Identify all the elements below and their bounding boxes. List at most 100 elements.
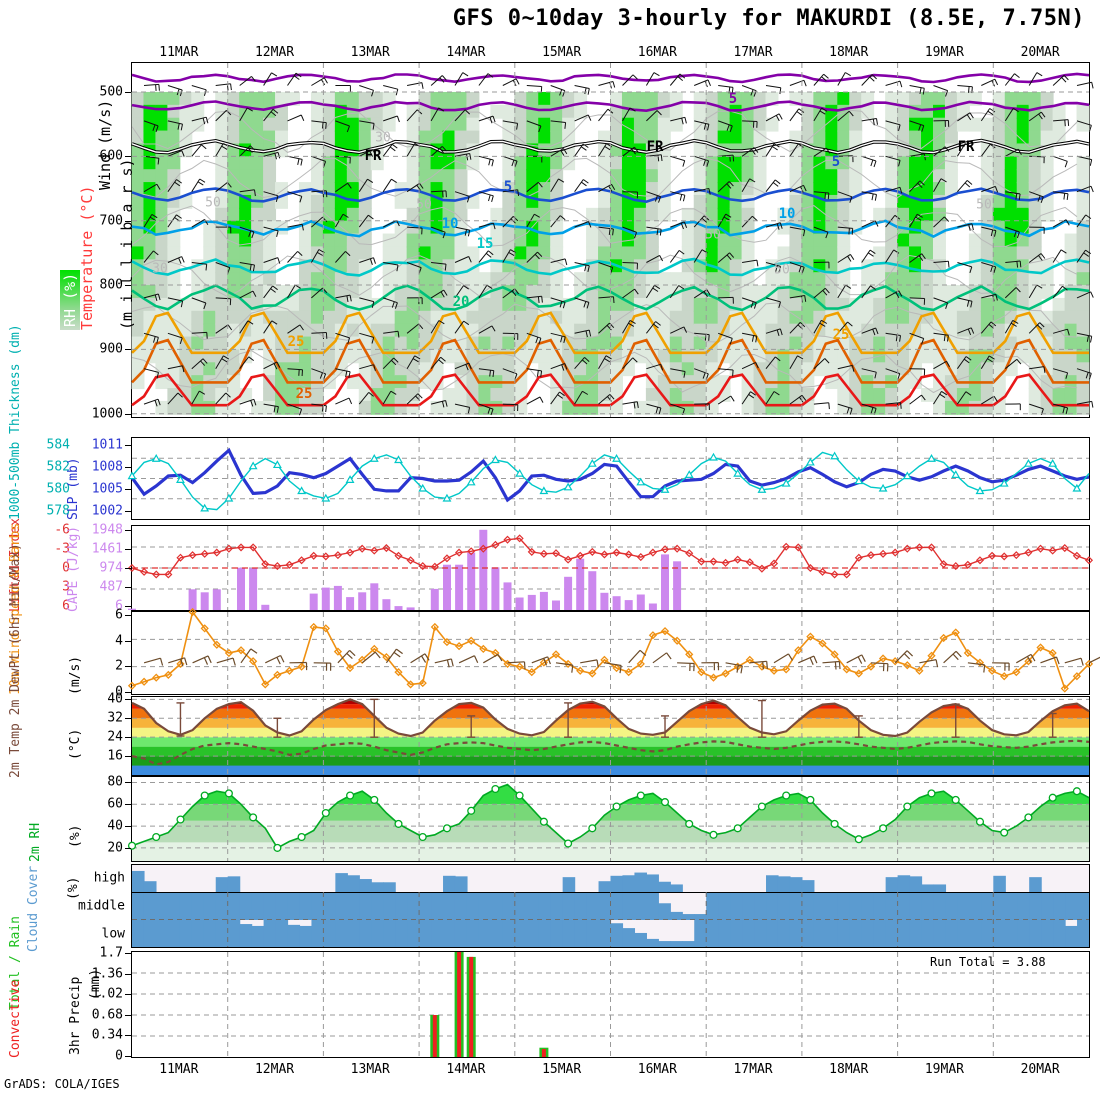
temp2m-tickmark-24 bbox=[125, 737, 131, 739]
axis-label-precip: 3hr Precip bbox=[68, 976, 83, 1055]
slp-thickness-panel bbox=[127, 437, 1090, 520]
li-tick--6: -6 bbox=[54, 522, 70, 538]
wind10m-tickmark-0 bbox=[125, 691, 131, 693]
temp2m-tick-16: 16 bbox=[107, 748, 123, 764]
temp-dewpoint-panel bbox=[131, 696, 1090, 776]
axis-label-wind: Wind (m/s) bbox=[96, 99, 114, 190]
cloud-row-label-middle: middle bbox=[78, 898, 125, 914]
axis-label-temp2m: 2m Temp 2m DewPt (6hr Min/Max) bbox=[8, 543, 23, 778]
cape-tick-1948: 1948 bbox=[91, 522, 123, 538]
contour-label-6: 10 bbox=[441, 216, 459, 232]
date-label-bottom-16MAR: 16MAR bbox=[637, 1062, 677, 1077]
upper-air-panel bbox=[131, 62, 1094, 418]
slp-tick-1008: 1008 bbox=[91, 459, 123, 475]
wind10m-tick-4: 4 bbox=[115, 633, 123, 648]
temp2m-tick-40: 40 bbox=[107, 691, 123, 707]
pressure-tickmark-1000 bbox=[125, 413, 131, 415]
wind10m-tickmark-4 bbox=[125, 640, 131, 642]
slp-tickmark-1011 bbox=[125, 445, 131, 446]
cape-tickmark-974 bbox=[125, 568, 131, 569]
pressure-tick-500: 500 bbox=[99, 84, 123, 100]
cloud-cover-cells bbox=[132, 865, 1089, 947]
pressure-tickmark-900 bbox=[125, 349, 131, 351]
slp-tickmark-1005 bbox=[125, 489, 131, 490]
thickness-tick-582: 582 bbox=[46, 459, 70, 475]
precip-tickmark-1.02 bbox=[125, 994, 131, 996]
temp2m-tick-24: 24 bbox=[107, 729, 123, 745]
axis-label-cloud-units: (%) bbox=[66, 876, 81, 900]
date-label-top-15MAR: 15MAR bbox=[542, 45, 582, 60]
rh-label-1: 50 bbox=[205, 195, 221, 211]
precipitation-panel bbox=[131, 951, 1090, 1058]
axis-label-rh2m: 2m RH bbox=[28, 822, 43, 862]
axis-label-rh: RH (%) bbox=[60, 269, 80, 330]
slp-tickmark-1002 bbox=[125, 511, 131, 512]
rh-label-4: 30 bbox=[152, 261, 168, 277]
axis-label-temperature: Temperature (°C) bbox=[78, 185, 96, 331]
contour-label-12: 25 bbox=[295, 386, 313, 402]
rh2m-tick-80: 80 bbox=[107, 774, 123, 790]
precip-tick-1.7: 1.7 bbox=[99, 945, 123, 961]
thickness-tick-578: 578 bbox=[46, 503, 70, 519]
cape-tickmark-1948 bbox=[125, 530, 131, 531]
rh2m-tickmark-80 bbox=[125, 782, 131, 784]
date-label-top-19MAR: 19MAR bbox=[924, 45, 964, 60]
contour-label-11: 25 bbox=[832, 327, 850, 343]
date-label-top-18MAR: 18MAR bbox=[829, 45, 869, 60]
date-label-bottom-18MAR: 18MAR bbox=[829, 1062, 869, 1077]
contour-label-3: 5 bbox=[728, 91, 738, 107]
rh-label-0: 30 bbox=[375, 130, 391, 146]
axis-label-precip-conv: Convective bbox=[8, 979, 23, 1058]
cloud-row-label-low: low bbox=[101, 926, 125, 942]
axis-label-temp2m-units: (°C) bbox=[68, 728, 83, 760]
rh-label-2: 50 bbox=[416, 197, 432, 213]
axis-label-pressure: (m i l l i b a r s) bbox=[118, 158, 136, 330]
wind-10m-panel bbox=[127, 607, 1100, 695]
axis-label-slp: SLP (mb) bbox=[66, 457, 81, 520]
wind10m-tick-2: 2 bbox=[115, 658, 123, 674]
rh-label-6: 50 bbox=[774, 262, 790, 278]
date-label-bottom-19MAR: 19MAR bbox=[924, 1062, 964, 1077]
contour-label-10: 25 bbox=[287, 334, 305, 350]
precip-tick-1.02: 1.02 bbox=[91, 986, 123, 1002]
contour-label-2: FR bbox=[957, 139, 975, 155]
contour-label-4: 5 bbox=[503, 179, 513, 195]
wind10m-tick-0: 0 bbox=[115, 684, 123, 699]
date-label-bottom-20MAR: 20MAR bbox=[1020, 1062, 1060, 1077]
date-label-top-17MAR: 17MAR bbox=[733, 45, 773, 60]
axis-label-cloud-cover: Cloud Cover bbox=[26, 865, 41, 952]
page-title: GFS 0~10day 3-hourly for MAKURDI (8.5E, … bbox=[452, 6, 1085, 31]
date-label-bottom-17MAR: 17MAR bbox=[733, 1062, 773, 1077]
axis-label-cape: CAPE (J/kg) bbox=[66, 525, 81, 612]
axis-label-wind10m-units: (m/s) bbox=[68, 655, 83, 695]
pressure-tick-800: 800 bbox=[99, 277, 123, 293]
precip-tickmark-1.7 bbox=[125, 953, 131, 954]
cloud-row-label-high: high bbox=[93, 870, 125, 886]
precip-tick-0.68: 0.68 bbox=[91, 1007, 123, 1023]
cape-tick-6: 6 bbox=[115, 598, 123, 614]
pressure-tickmark-600 bbox=[125, 156, 131, 158]
wind10m-tickmark-2 bbox=[125, 666, 131, 667]
rh2m-tick-20: 20 bbox=[107, 840, 123, 856]
grads-credit: GrADS: COLA/IGES bbox=[4, 1077, 120, 1091]
date-label-top-16MAR: 16MAR bbox=[637, 45, 677, 60]
rh-2m-panel bbox=[127, 776, 1090, 862]
contour-label-5: 5 bbox=[831, 154, 841, 170]
cape-tick-487: 487 bbox=[99, 579, 123, 595]
pressure-tick-700: 700 bbox=[99, 213, 123, 229]
li-tick-0: 0 bbox=[62, 560, 70, 576]
run-total-label: Run Total = 3.88 bbox=[930, 955, 1046, 969]
contour-label-0: FR bbox=[364, 148, 382, 164]
date-label-top-12MAR: 12MAR bbox=[254, 45, 295, 60]
pressure-tickmark-800 bbox=[125, 285, 131, 287]
rh2m-tick-40: 40 bbox=[107, 818, 123, 834]
temp2m-tick-32: 32 bbox=[107, 710, 123, 726]
precip-tick-1.36: 1.36 bbox=[91, 966, 123, 982]
precip-tick-0.34: 0.34 bbox=[91, 1027, 123, 1043]
rh-label-5: 50 bbox=[705, 227, 721, 243]
pressure-tickmark-700 bbox=[125, 220, 131, 222]
date-label-top-20MAR: 20MAR bbox=[1020, 45, 1060, 60]
slp-tick-1011: 1011 bbox=[91, 437, 123, 453]
temp2m-tickmark-16 bbox=[125, 756, 131, 758]
